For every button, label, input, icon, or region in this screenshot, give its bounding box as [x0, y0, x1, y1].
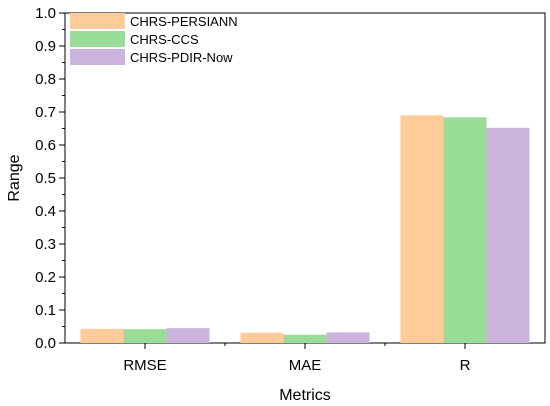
bar-chrs-pdir-now-rmse	[166, 328, 210, 343]
bar-chrs-persiann-mae	[240, 332, 284, 343]
y-axis-title: Range	[6, 154, 23, 201]
legend-swatch	[70, 31, 125, 47]
y-tick-label: 0.2	[35, 269, 56, 286]
y-tick-label: 0.1	[35, 302, 56, 319]
y-tick-label: 0.7	[35, 104, 56, 121]
x-tick-label-mae: MAE	[289, 357, 322, 374]
y-axis: 0.0 0.1 0.2 0.3 0.4 0.5 0.6 0.7 0.8 0.9 1.0	[35, 5, 65, 352]
legend-label: CHRS-PDIR-Now	[130, 50, 233, 65]
bars-group	[80, 115, 530, 343]
x-axis-title: Metrics	[279, 387, 331, 404]
y-tick-label: 0.9	[35, 38, 56, 55]
bar-chrs-pdir-now-r	[486, 127, 530, 343]
legend-swatch	[70, 49, 125, 65]
bar-chrs-ccs-rmse	[123, 329, 167, 343]
y-tick-label: 0.6	[35, 137, 56, 154]
legend-label: CHRS-CCS	[130, 32, 199, 47]
x-tick-label-rmse: RMSE	[123, 357, 166, 374]
y-tick-label: 1.0	[35, 5, 56, 22]
x-axis: RMSE MAE R	[123, 343, 471, 374]
bar-chrs-ccs-r	[443, 117, 487, 343]
legend-swatch	[70, 13, 125, 29]
x-tick-label-r: R	[460, 357, 471, 374]
y-tick-label: 0.4	[35, 203, 56, 220]
bar-chrs-pdir-now-mae	[326, 332, 370, 343]
y-tick-label: 0.3	[35, 236, 56, 253]
bar-chrs-persiann-rmse	[80, 328, 124, 343]
bar-chrs-persiann-r	[400, 115, 444, 343]
legend: CHRS-PERSIANN CHRS-CCS CHRS-PDIR-Now	[70, 13, 238, 65]
y-tick-label: 0.0	[35, 335, 56, 352]
y-tick-label: 0.5	[35, 170, 56, 187]
bar-chrs-ccs-mae	[283, 334, 327, 343]
y-tick-label: 0.8	[35, 71, 56, 88]
legend-label: CHRS-PERSIANN	[130, 14, 238, 29]
